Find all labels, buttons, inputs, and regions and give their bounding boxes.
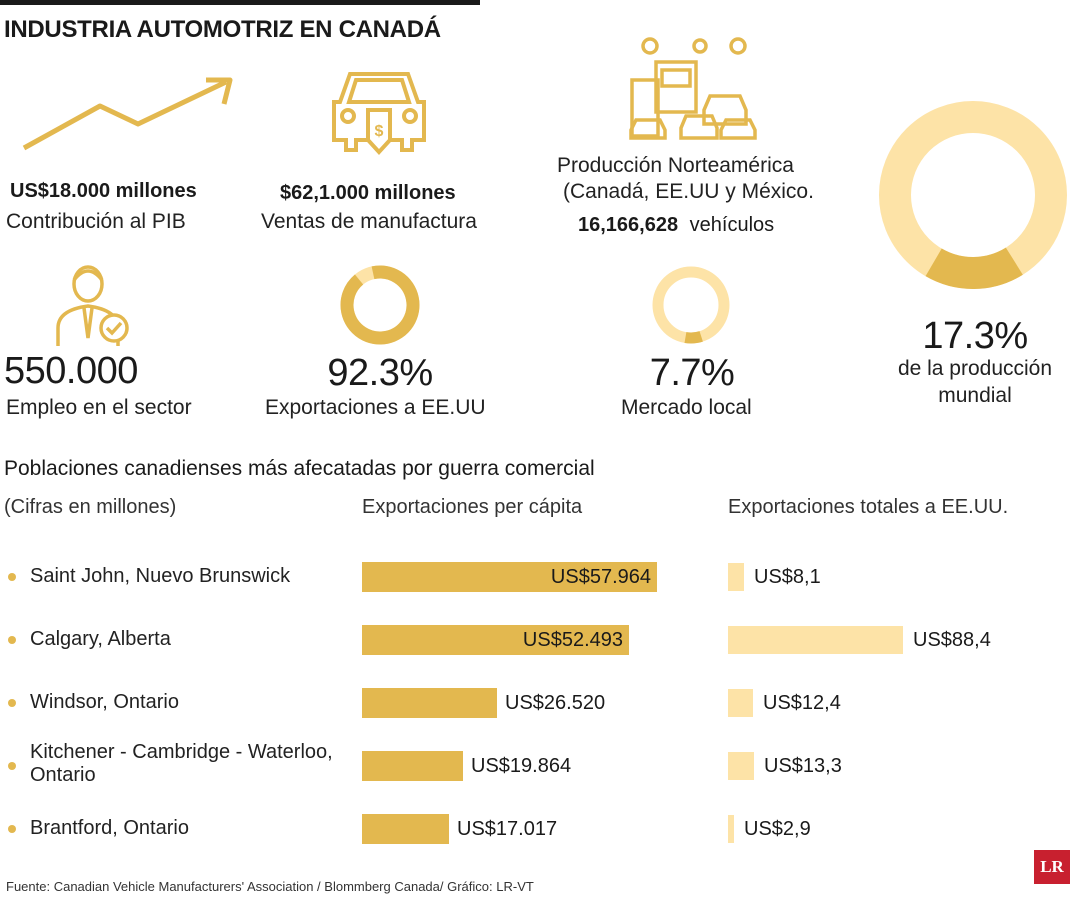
col-header-total: Exportaciones totales a EE.UU.: [728, 496, 1009, 518]
mundial-value: 17.3%: [922, 315, 1028, 357]
per-capita-bar: [362, 625, 629, 655]
list-bullet: [8, 762, 16, 770]
mundial-label-line1: de la producción: [897, 357, 1053, 380]
lr-logo: LR: [1034, 850, 1070, 884]
top-rule: [0, 0, 480, 5]
total-exports-bar: [728, 626, 903, 654]
list-bullet: [8, 636, 16, 644]
col-header-per-capita: Exportaciones per cápita: [362, 496, 583, 518]
donut-segment: [340, 265, 420, 345]
svg-text:$: $: [375, 123, 384, 140]
per-capita-bar: [362, 814, 449, 844]
worker-check-icon: [56, 265, 129, 346]
pib-value: US$18.000 millones: [10, 180, 197, 202]
produccion-line2: (Canadá, EE.UU y México.: [563, 180, 814, 203]
per-capita-value: US$26.520: [505, 692, 606, 714]
car-price-tag-icon: $: [332, 72, 426, 155]
donut-segment: [879, 101, 1067, 289]
list-bullet: [8, 699, 16, 707]
exports-share-donut: [340, 265, 420, 345]
per-capita-bar: [362, 688, 497, 718]
empleo-label: Empleo en el sector: [6, 396, 192, 419]
trend-arrow-icon: [22, 77, 233, 151]
city-label: Brantford, Ontario: [30, 817, 189, 839]
section-title: Poblaciones canadienses más afecatadas p…: [4, 457, 595, 480]
city-label: Windsor, Ontario: [30, 691, 179, 713]
exportaciones-label: Exportaciones a EE.UU: [265, 396, 486, 419]
total-exports-bar: [728, 752, 754, 780]
produccion-number: 16,166,628: [578, 214, 679, 236]
city-label: Calgary, Alberta: [30, 628, 171, 650]
pib-label: Contribución al PIB: [6, 210, 186, 233]
per-capita-value: US$17.017: [457, 818, 558, 840]
city-label: Saint John, Nuevo Brunswick: [30, 565, 291, 587]
factory-cars-icon: [629, 37, 757, 140]
produccion-line1: Producción Norteamérica: [557, 154, 794, 177]
source-note: Fuente: Canadian Vehicle Manufacturers' …: [6, 879, 534, 894]
page-title: INDUSTRIA AUTOMOTRIZ EN CANADÁ: [4, 16, 441, 43]
total-exports-value: US$13,3: [764, 755, 842, 777]
total-exports-bar: [728, 815, 734, 843]
list-bullet: [8, 825, 16, 833]
per-capita-bar: [362, 751, 463, 781]
local-market-donut: [652, 266, 730, 344]
total-exports-value: US$12,4: [763, 692, 841, 714]
total-exports-value: US$88,4: [913, 629, 991, 651]
list-bullet: [8, 573, 16, 581]
total-exports-value: US$2,9: [744, 818, 811, 840]
city-label: Kitchener - Cambridge - Waterloo, Ontari…: [30, 741, 333, 786]
per-capita-value: US$52.493: [522, 629, 623, 651]
empleo-value: 550.000: [4, 350, 138, 392]
per-capita-value: US$19.864: [471, 755, 572, 777]
mercado-value: 7.7%: [649, 352, 735, 394]
donut-remainder: [879, 101, 1067, 289]
produccion-vehicles: 16,166,628 vehículos: [578, 214, 774, 237]
produccion-unit: vehículos: [689, 214, 775, 236]
donut-remainder: [652, 266, 730, 344]
units-note: (Cifras en millones): [4, 496, 177, 518]
exportaciones-value: 92.3%: [327, 352, 433, 394]
total-exports-value: US$8,1: [754, 566, 821, 588]
per-capita-bar: [362, 562, 657, 592]
ventas-value: $62,1.000 millones: [280, 182, 456, 204]
total-exports-bar: [728, 563, 744, 591]
world-share-donut: [879, 101, 1067, 289]
per-capita-value: US$57.964: [550, 566, 651, 588]
ventas-label: Ventas de manufactura: [261, 210, 477, 233]
mercado-label: Mercado local: [621, 396, 752, 419]
total-exports-bar: [728, 689, 753, 717]
mundial-label-line2: mundial: [938, 384, 1012, 407]
